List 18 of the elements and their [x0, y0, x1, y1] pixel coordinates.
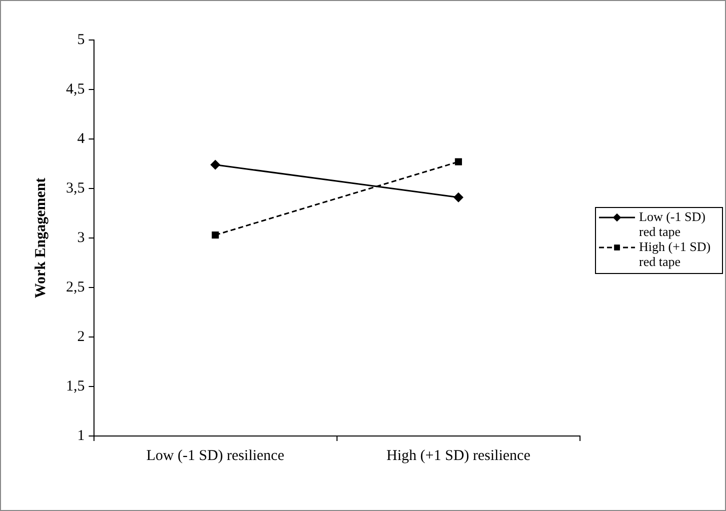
y-tick-label: 1,5 [66, 378, 85, 394]
legend-label: High (+1 SD) red tape [639, 238, 711, 269]
y-tick-label: 5 [77, 32, 85, 48]
point [454, 158, 462, 166]
legend-label: Low (-1 SD) red tape [639, 208, 706, 239]
point [210, 160, 220, 170]
y-tick-label: 2 [77, 328, 85, 345]
y-tick-label: 4 [77, 130, 86, 147]
y-tick-label: 2,5 [66, 279, 85, 296]
y-tick-label: 4,5 [66, 81, 85, 98]
y-tick-label: 1 [77, 428, 85, 444]
x-tick-label: Low (-1 SD) resilience [146, 448, 285, 464]
y-tick-label: 3,5 [66, 180, 85, 196]
y-tick-label: 3 [77, 230, 85, 246]
point [453, 192, 464, 202]
point [212, 231, 219, 239]
x-tick-label: High (+1 SD) resilience [386, 448, 531, 464]
y-axis-title: Work Engagement [32, 178, 49, 298]
